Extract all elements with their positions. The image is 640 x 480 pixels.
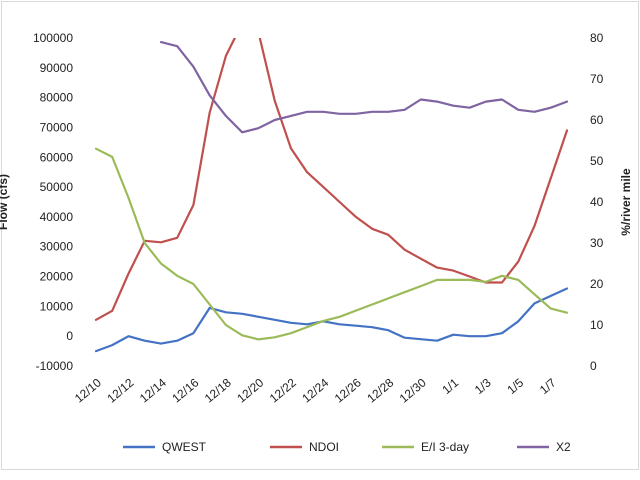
- y-tick-label: 70000: [40, 120, 74, 134]
- y-tick-label: 100000: [33, 31, 73, 45]
- left-axis-title: Flow (cfs): [0, 174, 10, 230]
- legend-label-e-i-3-day: E/I 3-day: [421, 440, 469, 454]
- y-tick-label: 30000: [40, 240, 74, 254]
- y2-tick-label: 10: [590, 318, 604, 332]
- x-tick-label: 12/28: [364, 375, 396, 405]
- x-tick-label: 12/14: [137, 375, 169, 405]
- x-tick-label: 12/22: [267, 375, 299, 405]
- legend-label-qwest: QWEST: [162, 440, 207, 454]
- y2-tick-label: 0: [590, 359, 597, 373]
- legend-label-ndoi: NDOI: [309, 440, 339, 454]
- x-tick-label: 1/7: [537, 375, 559, 397]
- y2-tick-label: 40: [590, 195, 604, 209]
- right-axis-title: %/river mile: [619, 168, 633, 236]
- x-tick-label: 1/5: [504, 375, 526, 397]
- y2-tick-label: 30: [590, 236, 604, 250]
- x-tick-label: 12/30: [397, 375, 429, 405]
- x-tick-label: 12/12: [104, 375, 136, 405]
- series-lines: [94, 38, 569, 353]
- legend-label-x2: X2: [556, 440, 571, 454]
- x-axis-ticks: 12/10 12/12 12/14 12/16 12/18 12/20 12/22 12/24…: [72, 375, 559, 405]
- y2-tick-label: 20: [590, 277, 604, 291]
- y-tick-label: 40000: [40, 210, 74, 224]
- series-line-x2: [159, 41, 569, 134]
- y-tick-label: 80000: [40, 91, 74, 105]
- x-tick-label: 12/16: [169, 375, 201, 405]
- x-tick-label: 12/24: [299, 375, 331, 405]
- y-tick-label: 0: [66, 329, 73, 343]
- y2-tick-label: 70: [590, 72, 604, 86]
- chart-frame: [1, 1, 639, 470]
- left-axis-ticks: 1000009000080000700006000050000400003000…: [33, 31, 73, 373]
- series-line-e-i-3-day: [94, 147, 569, 341]
- x-tick-label: 1/3: [472, 375, 494, 397]
- y-tick-label: 20000: [40, 270, 74, 284]
- legend: QWEST NDOI E/I 3-day X2: [123, 440, 571, 454]
- y2-tick-label: 50: [590, 154, 604, 168]
- x-tick-label: 12/18: [202, 375, 234, 405]
- y-tick-label: -10000: [36, 359, 74, 373]
- x-tick-label: 1/1: [439, 375, 461, 397]
- y-tick-label: 50000: [40, 180, 74, 194]
- right-axis-ticks: 80 70 60 50 40 30 20 10 0: [590, 31, 604, 373]
- y-tick-label: 10000: [40, 299, 74, 313]
- y2-tick-label: 60: [590, 113, 604, 127]
- y-tick-label: 60000: [40, 150, 74, 164]
- y-tick-label: 90000: [40, 61, 74, 75]
- y2-tick-label: 80: [590, 31, 604, 45]
- series-line-ndoi: [94, 38, 569, 321]
- series-line-qwest: [94, 287, 569, 353]
- x-tick-label: 12/20: [234, 375, 266, 405]
- x-tick-label: 12/10: [72, 375, 104, 405]
- x-tick-label: 12/26: [332, 375, 364, 405]
